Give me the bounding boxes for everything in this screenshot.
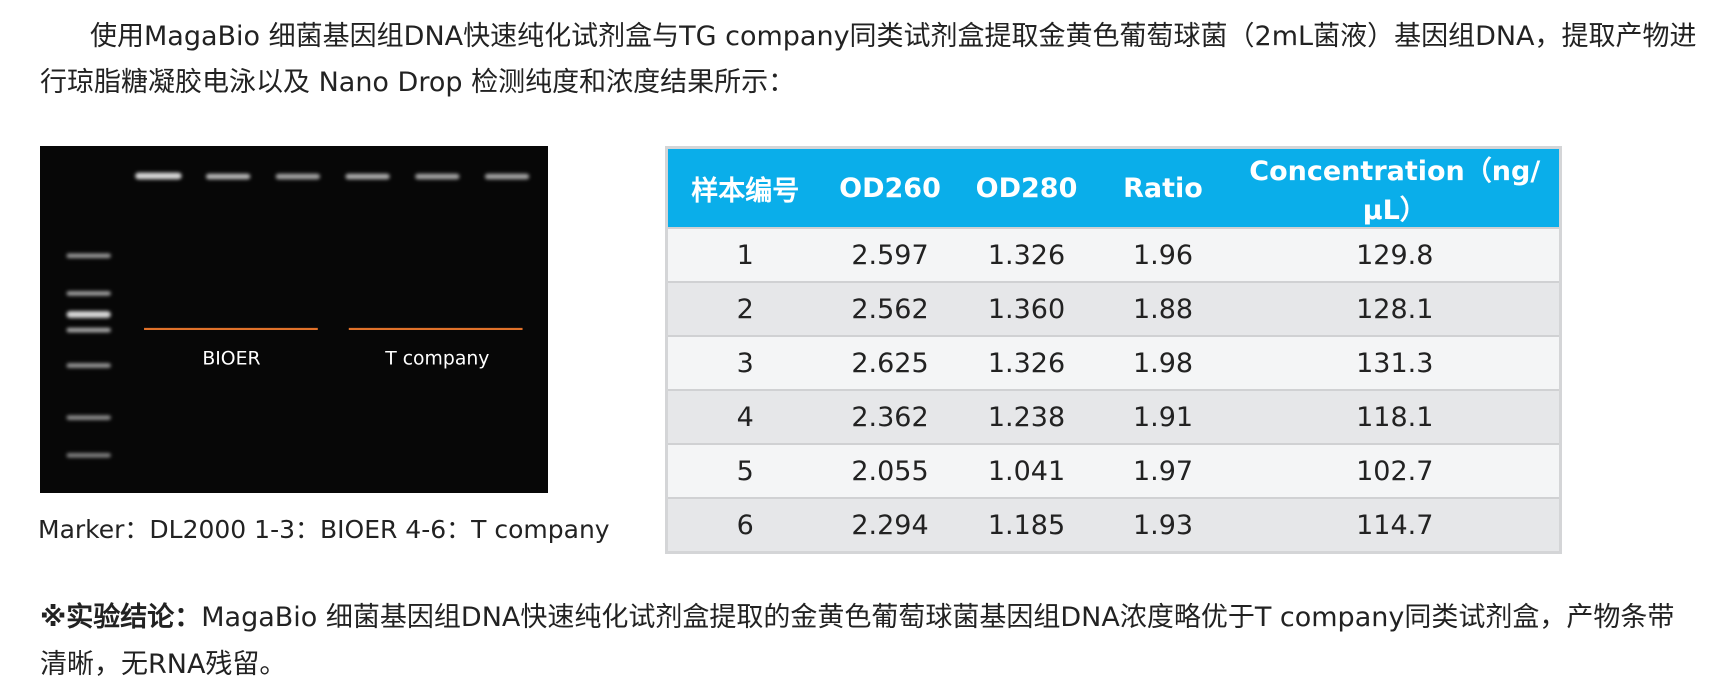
table-cell: 2.294 (822, 497, 958, 553)
table-cell: 4 (666, 389, 823, 444)
conclusion-text: MagaBio 细菌基因组DNA快速纯化试剂盒提取的金黄色葡萄球菌基因组DNA浓… (40, 602, 1675, 680)
table-row: 1 2.597 1.326 1.96 129.8 (666, 227, 1561, 282)
table-cell: 1.185 (957, 497, 1096, 553)
header-cell: Concentration（ng/μL） (1230, 147, 1561, 228)
header-cell: Ratio (1095, 147, 1231, 228)
table-row: 2 2.562 1.360 1.88 128.1 (666, 281, 1561, 336)
table-cell: 114.7 (1230, 497, 1561, 553)
table-cell: 5 (666, 443, 823, 498)
conclusion-label: ※实验结论： (40, 602, 202, 633)
table-cell: 128.1 (1230, 281, 1561, 336)
table-cell: 1.238 (957, 389, 1096, 444)
table-header: 样本编号 OD260 OD280 Ratio Concentration（ng/μL） (666, 147, 1561, 228)
table-cell: 118.1 (1230, 389, 1561, 444)
table-cell: 1 (666, 227, 823, 282)
table-cell: 1.326 (957, 335, 1096, 390)
table-cell: 1.91 (1095, 389, 1231, 444)
table-row: 5 2.055 1.041 1.97 102.7 (666, 443, 1561, 498)
header-cell: 样本编号 (666, 147, 823, 228)
table-row: 3 2.625 1.326 1.98 131.3 (666, 335, 1561, 390)
table-cell: 131.3 (1230, 335, 1561, 390)
table-cell: 1.96 (1095, 227, 1231, 282)
table-cell: 129.8 (1230, 227, 1561, 282)
conclusion: ※实验结论：MagaBio 细菌基因组DNA快速纯化试剂盒提取的金黄色葡萄球菌基… (40, 594, 1700, 688)
table-cell: 3 (666, 335, 823, 390)
table-cell: 2 (666, 281, 823, 336)
table-cell: 2.562 (822, 281, 958, 336)
table-cell: 1.326 (957, 227, 1096, 282)
table-cell: 102.7 (1230, 443, 1561, 498)
gel-label: T company (384, 348, 489, 369)
gel-image: BIOER T company (40, 146, 548, 493)
intro-text: 使用MagaBio 细菌基因组DNA快速纯化试剂盒与TG company同类试剂… (40, 21, 1697, 98)
table-cell: 1.98 (1095, 335, 1231, 390)
table-row: 4 2.362 1.238 1.91 118.1 (666, 389, 1561, 444)
table-row: 6 2.294 1.185 1.93 114.7 (666, 497, 1561, 553)
table-cell: 1.360 (957, 281, 1096, 336)
table-cell: 1.97 (1095, 443, 1231, 498)
header-cell: OD280 (957, 147, 1096, 228)
table-cell: 1.93 (1095, 497, 1231, 553)
gel-label: BIOER (202, 348, 260, 369)
header-cell: OD260 (822, 147, 958, 228)
table-cell: 6 (666, 497, 823, 553)
table-cell: 2.625 (822, 335, 958, 390)
table-cell: 2.362 (822, 389, 958, 444)
gel-caption: Marker：DL2000 1-3：BIOER 4-6：T company (38, 515, 610, 544)
table-cell: 1.041 (957, 443, 1096, 498)
table-cell: 2.055 (822, 443, 958, 498)
result-table: 样本编号 OD260 OD280 Ratio Concentration（ng/μL） … (665, 146, 1562, 554)
table-cell: 2.597 (822, 227, 958, 282)
table-cell: 1.88 (1095, 281, 1231, 336)
